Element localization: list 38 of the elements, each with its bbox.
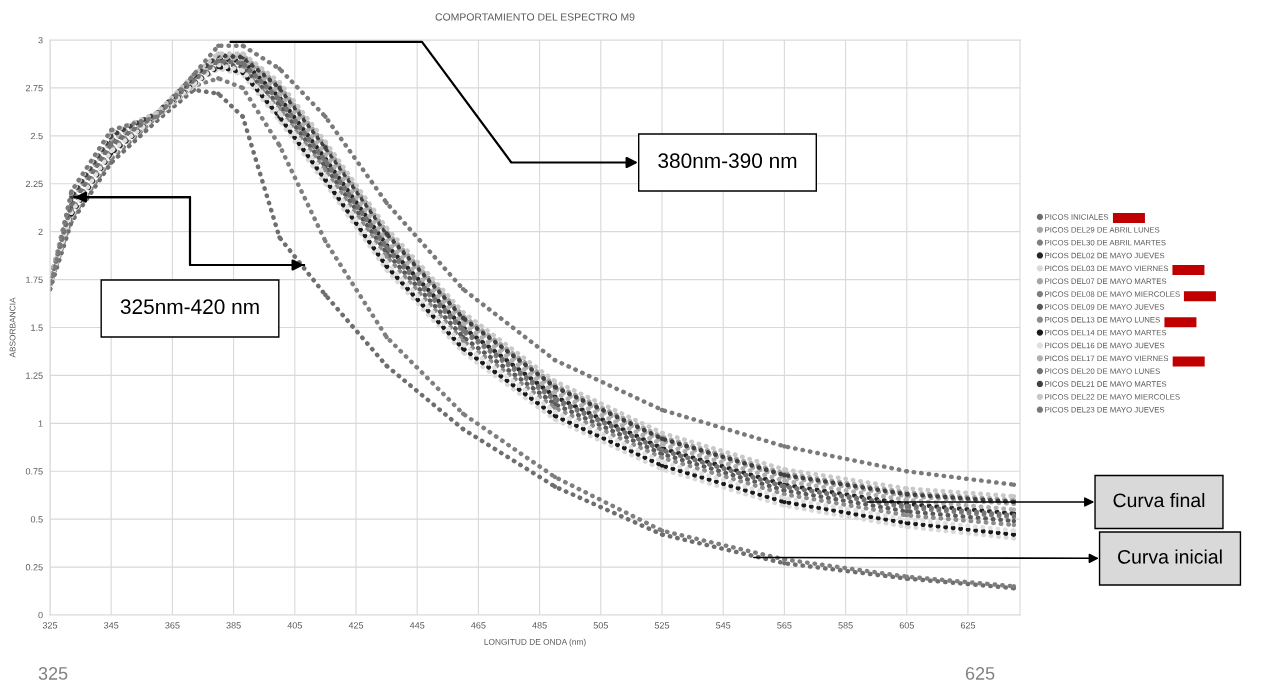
x-tick-label: 545 bbox=[716, 622, 731, 629]
y-tick-label: 0.5 bbox=[30, 516, 43, 523]
text: 625 bbox=[965, 667, 995, 680]
chart-title: COMPORTAMIENTO DEL ESPECTRO M9 bbox=[435, 13, 635, 21]
x-tick-label: 525 bbox=[654, 622, 670, 629]
y-tick-label: 1.25 bbox=[26, 372, 43, 379]
x-tick-label: 585 bbox=[838, 622, 853, 629]
x-tick-label: 345 bbox=[104, 622, 119, 629]
y-tick-label: 0 bbox=[38, 611, 43, 619]
y-tick-label: 1.75 bbox=[26, 276, 43, 283]
x-tick-label: 365 bbox=[165, 622, 180, 629]
x-tick-label: 405 bbox=[287, 622, 302, 629]
text: 325 bbox=[38, 667, 68, 680]
x-axis-title: LONGITUD DE ONDA (nm) bbox=[484, 638, 586, 647]
x-tick-label: 465 bbox=[471, 622, 486, 629]
y-tick-label: 0.25 bbox=[25, 564, 43, 571]
y-tick-label: 3 bbox=[38, 36, 43, 44]
y-tick-label: 0.75 bbox=[25, 468, 43, 475]
x-tick-label: 625 bbox=[960, 622, 976, 629]
x-tick-label: 385 bbox=[226, 622, 241, 629]
x-tick-label: 425 bbox=[348, 622, 364, 629]
x-tick-label: 445 bbox=[409, 622, 425, 629]
annotation: Curva inicial bbox=[1118, 549, 1222, 564]
y-tick-label: 1 bbox=[38, 420, 43, 427]
x-tick-label: 325 bbox=[42, 622, 58, 629]
annotation: 325nm-420 nm bbox=[120, 299, 259, 315]
y-tick-label: 2 bbox=[38, 228, 43, 235]
y-tick-label: 2.5 bbox=[30, 132, 43, 140]
y-tick-label: 1.5 bbox=[31, 324, 43, 331]
x-tick-label: 565 bbox=[777, 622, 792, 629]
x-tick-label: 505 bbox=[593, 622, 608, 629]
annotation: 380nm-390 nm bbox=[658, 153, 797, 169]
y-axis-title: ABSORBANCIA bbox=[9, 297, 16, 358]
x-tick-label: 605 bbox=[899, 622, 914, 629]
y-tick-label: 2.75 bbox=[25, 84, 43, 92]
y-tick-label: 2.25 bbox=[25, 180, 43, 188]
x-tick-label: 485 bbox=[532, 622, 547, 629]
annotation: Curva final bbox=[1113, 492, 1205, 508]
